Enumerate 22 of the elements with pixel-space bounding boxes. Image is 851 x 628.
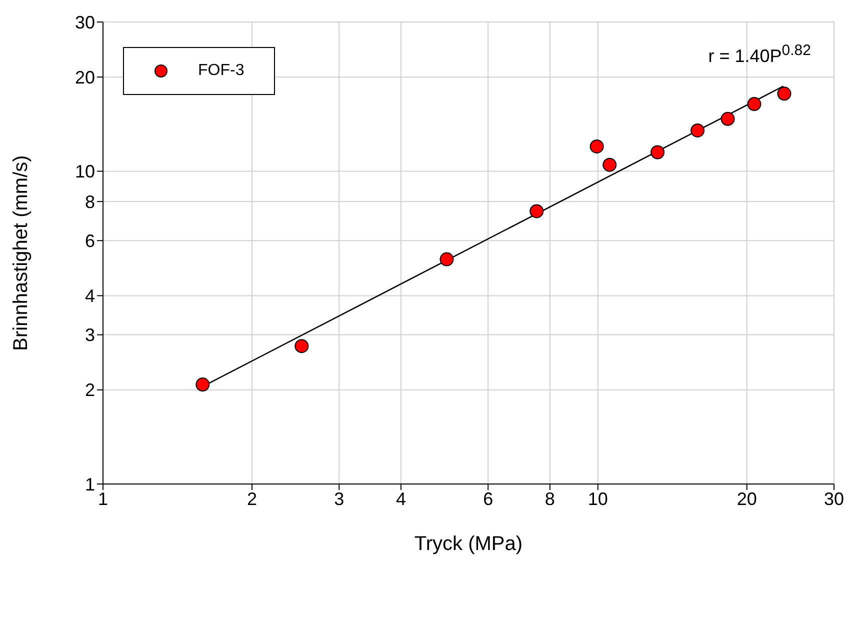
- x-tick-label: 1: [98, 488, 108, 509]
- annotation: r = 1.40P$^{0.82}$: [708, 42, 811, 67]
- y-tick-label: 4: [84, 286, 95, 306]
- y-tick-label: 20: [74, 67, 95, 88]
- y-tick-label: 3: [84, 325, 95, 346]
- x-axis-title: Tryck (MPa): [414, 533, 523, 555]
- y-tick-label: 10: [74, 162, 95, 182]
- x-tick-label: 6: [483, 488, 494, 509]
- y-tick-label: 6: [84, 231, 95, 252]
- x-tick-label: 4: [396, 488, 406, 509]
- x-tick-label: 3: [334, 488, 344, 509]
- y-tick-label: 30: [74, 12, 95, 32]
- x-tick-label: 2: [246, 488, 257, 509]
- x-tick-label: 20: [736, 488, 757, 509]
- x-tick-label: 10: [588, 488, 608, 509]
- y-tick-label: 1: [84, 474, 95, 494]
- x-tick-label: 30: [824, 488, 844, 509]
- x-tick-label: 8: [544, 488, 555, 509]
- y-axis-title: Brinnhastighet (mm/s): [10, 155, 32, 351]
- legend-label: FOF-3: [198, 62, 244, 80]
- y-tick-label: 2: [84, 380, 95, 400]
- y-tick-label: 8: [84, 192, 95, 212]
